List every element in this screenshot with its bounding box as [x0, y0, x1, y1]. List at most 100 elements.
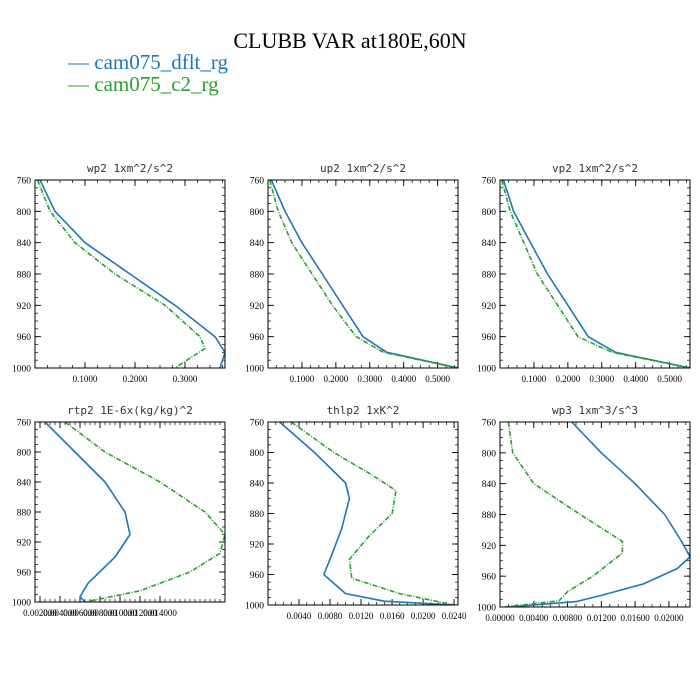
x-tick-label: 0.3000 — [173, 374, 198, 384]
y-tick-label: 840 — [17, 239, 32, 249]
y-tick-label: 800 — [250, 208, 265, 218]
y-tick-label: 880 — [482, 271, 497, 281]
y-tick-label: 840 — [482, 480, 497, 490]
chart-panel-3: vp2 1xm^2/s^2 760 800 840 880 920 960 1000 0.100… — [477, 162, 691, 384]
x-tick-label: 0.012000 — [123, 608, 157, 618]
plot-frame — [34, 421, 226, 603]
chart-panel-2: up2 1xm^2/s^2 760 800 840 880 920 960 1000 0.100… — [245, 162, 459, 384]
y-tick-label: 920 — [250, 302, 265, 312]
x-tick-label: 0.1000 — [290, 374, 315, 384]
x-tick-label: 0.3000 — [589, 374, 614, 384]
x-tick-label: 0.01600 — [620, 613, 650, 623]
x-tick-label: 0.5000 — [657, 374, 682, 384]
plot-frame — [267, 421, 459, 606]
series-line-cam075_dflt_rg — [508, 422, 690, 607]
series-line-cam075_c2_rg — [36, 180, 206, 368]
x-tick-label: 0.2000 — [555, 374, 580, 384]
plot-frame — [499, 179, 691, 369]
x-tick-label: 0.5000 — [425, 374, 450, 384]
y-tick-label: 880 — [17, 271, 32, 281]
y-tick-label: 840 — [17, 479, 32, 489]
legend-entry-c2: — cam075_c2_rg — [68, 72, 219, 96]
panel-title: wp3 1xm^3/s^3 — [552, 404, 638, 417]
chart-panel-6: wp3 1xm^3/s^3 760 800 840 880 920 960 10000.000… — [477, 404, 691, 623]
y-tick-label: 840 — [482, 239, 497, 249]
x-tick-label: 0.0120 — [349, 611, 374, 621]
x-tick-label: 0.0080 — [318, 611, 343, 621]
x-tick-label: 0.2000 — [323, 374, 348, 384]
x-tick-label: 0.0240 — [442, 611, 467, 621]
x-tick-label: 0.014000 — [143, 608, 177, 618]
y-tick-label: 880 — [17, 509, 32, 519]
y-tick-label: 960 — [482, 573, 497, 583]
chart-panel-5: thlp2 1xK^2 760 800 840 880 920 960 1000 0.0040 0… — [245, 404, 467, 621]
y-tick-label: 960 — [482, 333, 497, 343]
series-line-cam075_c2_rg — [504, 422, 624, 607]
series-line-cam075_dflt_rg — [44, 422, 131, 602]
panel-title: vp2 1xm^2/s^2 — [552, 162, 638, 175]
y-tick-label: 920 — [17, 302, 32, 312]
plot-frame — [267, 179, 459, 369]
y-tick-label: 760 — [250, 177, 265, 187]
y-tick-label: 920 — [250, 541, 265, 551]
x-tick-label: 0.0160 — [380, 611, 405, 621]
plot-frame — [499, 421, 691, 608]
legend-entry-dflt: — cam075_dflt_rg — [68, 50, 229, 74]
series-line-cam075_dflt_rg — [502, 180, 690, 368]
chart-panel-1: wp2 1xm^2/s^2 760 800 840 880 920 960 1000 0.100… — [12, 162, 226, 384]
y-tick-label: 880 — [250, 271, 265, 281]
series-line-cam075_dflt_rg — [279, 422, 455, 605]
x-tick-label: 0.00000 — [485, 613, 515, 623]
x-tick-label: 0.4000 — [391, 374, 416, 384]
y-tick-label: 760 — [250, 419, 265, 429]
y-tick-label: 800 — [17, 449, 32, 459]
panel-title: thlp2 1xK^2 — [327, 404, 400, 417]
y-tick-label: 920 — [482, 542, 497, 552]
figure-title: CLUBB VAR at180E,60N — [233, 28, 467, 53]
y-tick-label: 1000 — [477, 365, 496, 375]
x-tick-label: 0.008000 — [83, 608, 117, 618]
y-tick-label: 840 — [250, 480, 265, 490]
y-tick-label: 960 — [17, 569, 32, 579]
panel-title: rtp2 1E-6x(kg/kg)^2 — [67, 404, 193, 417]
y-tick-label: 960 — [250, 333, 265, 343]
panel-title: wp2 1xm^2/s^2 — [87, 162, 173, 175]
y-tick-label: 960 — [250, 571, 265, 581]
x-tick-label: 0.1000 — [522, 374, 547, 384]
x-tick-label: 0.00400 — [519, 613, 549, 623]
y-tick-label: 1000 — [245, 602, 264, 612]
y-tick-label: 800 — [250, 449, 265, 459]
series-line-cam075_c2_rg — [268, 180, 458, 368]
series-line-cam075_c2_rg — [64, 422, 225, 602]
x-tick-label: 0.004000 — [43, 608, 77, 618]
x-tick-label: 0.0040 — [287, 611, 312, 621]
panel-title: up2 1xm^2/s^2 — [320, 162, 406, 175]
y-tick-label: 1000 — [12, 599, 31, 609]
chart-panel-4: rtp2 1E-6x(kg/kg)^2 760 800 840 880 920 960 100… — [12, 404, 226, 618]
y-tick-label: 760 — [17, 177, 32, 187]
x-tick-label: 0.02000 — [654, 613, 684, 623]
y-tick-label: 760 — [482, 419, 497, 429]
x-tick-label: 0.2000 — [123, 374, 148, 384]
x-tick-label: 0.3000 — [357, 374, 382, 384]
y-tick-label: 840 — [250, 239, 265, 249]
y-tick-label: 760 — [17, 419, 32, 429]
x-tick-label: 0.006000 — [63, 608, 97, 618]
y-tick-label: 1000 — [477, 604, 496, 614]
series-line-cam075_c2_rg — [500, 180, 690, 368]
x-tick-label: 0.4000 — [623, 374, 648, 384]
y-tick-label: 1000 — [12, 365, 31, 375]
x-tick-label: 0.010000 — [103, 608, 137, 618]
y-tick-label: 920 — [482, 302, 497, 312]
series-line-cam075_dflt_rg — [39, 180, 225, 368]
y-tick-label: 920 — [17, 539, 32, 549]
y-tick-label: 1000 — [245, 365, 264, 375]
y-tick-label: 960 — [17, 333, 32, 343]
y-tick-label: 880 — [482, 511, 497, 521]
x-tick-label: 0.0200 — [411, 611, 436, 621]
y-tick-label: 760 — [482, 177, 497, 187]
plot-frame — [34, 179, 226, 369]
x-tick-label: 0.01200 — [587, 613, 617, 623]
y-tick-label: 800 — [17, 208, 32, 218]
